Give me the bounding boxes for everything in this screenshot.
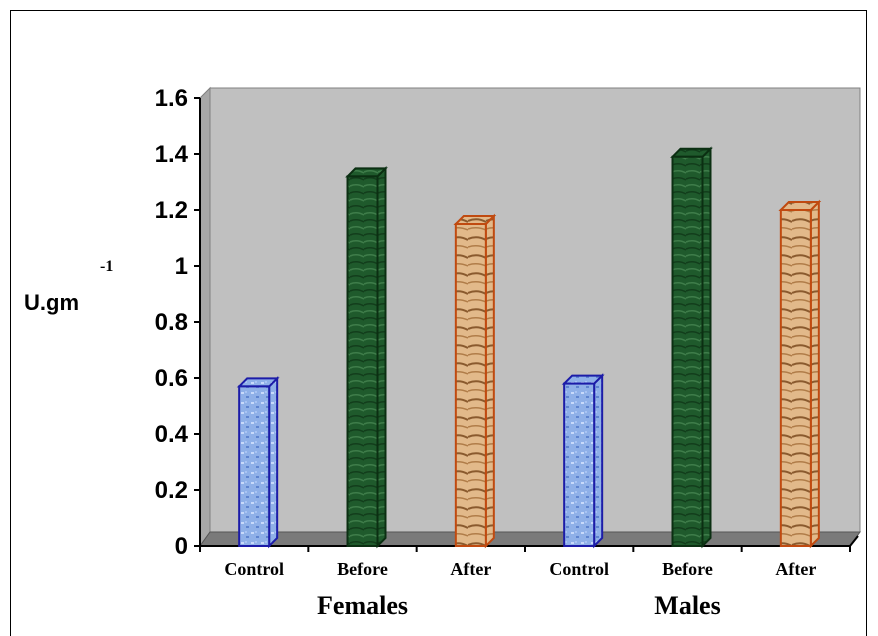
y-tick-label: 0.4 <box>155 421 189 448</box>
y-tick-label: 0 <box>175 533 188 560</box>
y-axis-label: U.gm <box>24 290 79 315</box>
y-axis-label-superscript: -1 <box>100 258 113 275</box>
bar-before <box>670 146 713 549</box>
x-tick-label: After <box>450 559 491 579</box>
labels: Control Before After Control Before After Fema… <box>224 559 816 620</box>
x-tick-label: Control <box>224 559 284 579</box>
y-tick-label: 1 <box>175 253 188 280</box>
y-tick-label: 0.8 <box>155 309 188 336</box>
x-axis <box>199 535 859 552</box>
x-tick-label: Control <box>549 559 609 579</box>
bar-control <box>561 373 605 549</box>
bars <box>236 146 822 549</box>
x-tick-label: Before <box>662 559 713 579</box>
group-label: Males <box>654 591 720 620</box>
x-tick-label: Before <box>337 559 388 579</box>
y-tick-label: 1.4 <box>155 141 189 168</box>
chart-frame <box>10 10 867 636</box>
x-tick-label: After <box>775 559 816 579</box>
bar-after <box>453 213 497 549</box>
group-label: Females <box>317 591 408 620</box>
y-tick-label: 0.6 <box>155 365 188 392</box>
bar-control <box>236 375 280 549</box>
bar-after <box>778 199 822 549</box>
y-tick-label: 1.6 <box>155 85 188 112</box>
y-tick-label: 1.2 <box>155 197 188 224</box>
y-tick-label: 0.2 <box>155 477 188 504</box>
y-axis: 0 0.2 0.4 0.6 0.8 1 1.2 1.4 1.6 <box>155 85 201 560</box>
bar-before <box>345 165 388 549</box>
